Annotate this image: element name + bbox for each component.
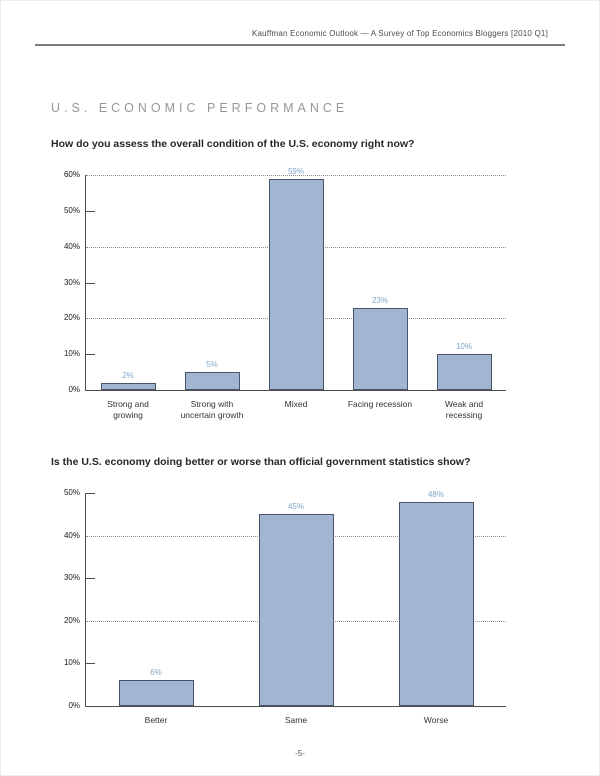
- bar: [118, 680, 194, 706]
- category-label: Weak and recessing: [444, 399, 484, 421]
- chart2-question: Is the U.S. economy doing better or wors…: [51, 456, 471, 468]
- bar-value-label: 48%: [427, 489, 444, 499]
- running-header: Kauffman Economic Outlook — A Survey of …: [251, 29, 548, 38]
- y-axis-tick-label: 40%: [63, 530, 80, 540]
- category-label: Facing recession: [347, 399, 413, 409]
- y-axis-tick-label: 60%: [63, 170, 80, 179]
- category-label: Same: [284, 715, 308, 725]
- y-axis-tick-label: 40%: [63, 241, 80, 251]
- axis-tick: [86, 282, 95, 284]
- y-axis-tick-label: 30%: [63, 573, 80, 583]
- dotted-gridline: [86, 175, 506, 176]
- chart1-question: How do you assess the overall condition …: [51, 138, 415, 150]
- y-axis-tick-label: 0%: [68, 701, 80, 710]
- axis-tick: [86, 493, 95, 494]
- y-axis-tick-label: 30%: [63, 277, 80, 287]
- category-label: Strong with uncertain growth: [180, 399, 244, 421]
- axis-tick: [86, 210, 95, 212]
- category-label: Worse: [423, 715, 449, 725]
- category-label: Strong and growing: [107, 399, 149, 421]
- y-axis-tick-label: 50%: [63, 488, 80, 497]
- axis-tick: [86, 354, 95, 356]
- bar: [258, 514, 334, 706]
- axis-tick: [86, 578, 95, 580]
- bar: [100, 382, 156, 390]
- y-axis-tick-label: 20%: [63, 615, 80, 625]
- header-rule: [35, 44, 565, 46]
- bar: [398, 501, 474, 706]
- bar-value-label: 23%: [371, 295, 388, 305]
- bar: [436, 354, 492, 390]
- y-axis-tick-label: 0%: [68, 385, 80, 394]
- bar: [184, 372, 240, 390]
- y-axis-tick-label: 10%: [63, 349, 80, 359]
- category-label: Better: [144, 715, 168, 725]
- y-axis-tick-label: 50%: [63, 205, 80, 215]
- category-label: Mixed: [284, 399, 308, 409]
- bar-value-label: 5%: [206, 360, 218, 370]
- bar-value-label: 45%: [287, 502, 304, 512]
- bar-chart-vs-official-statistics: 0% 10% 20% 30% 40% 50% 6% Better 45% Same 48% Worse: [64, 488, 506, 725]
- y-axis-tick-label: 20%: [63, 313, 80, 323]
- page-number: -5-: [295, 749, 305, 758]
- bar-value-label: 2%: [122, 370, 134, 380]
- bar-value-label: 6%: [150, 668, 162, 678]
- bar: [352, 307, 408, 390]
- section-title: U.S. ECONOMIC PERFORMANCE: [51, 101, 349, 115]
- bar: [268, 178, 324, 390]
- axis-tick: [86, 663, 95, 665]
- bar-value-label: 59%: [287, 166, 304, 176]
- bar-value-label: 10%: [455, 342, 472, 352]
- y-axis-tick-label: 10%: [63, 658, 80, 668]
- bar-chart-economy-condition: 0% 10% 20% 30% 40% 50% 60% 2% Strong and growing…: [64, 167, 506, 420]
